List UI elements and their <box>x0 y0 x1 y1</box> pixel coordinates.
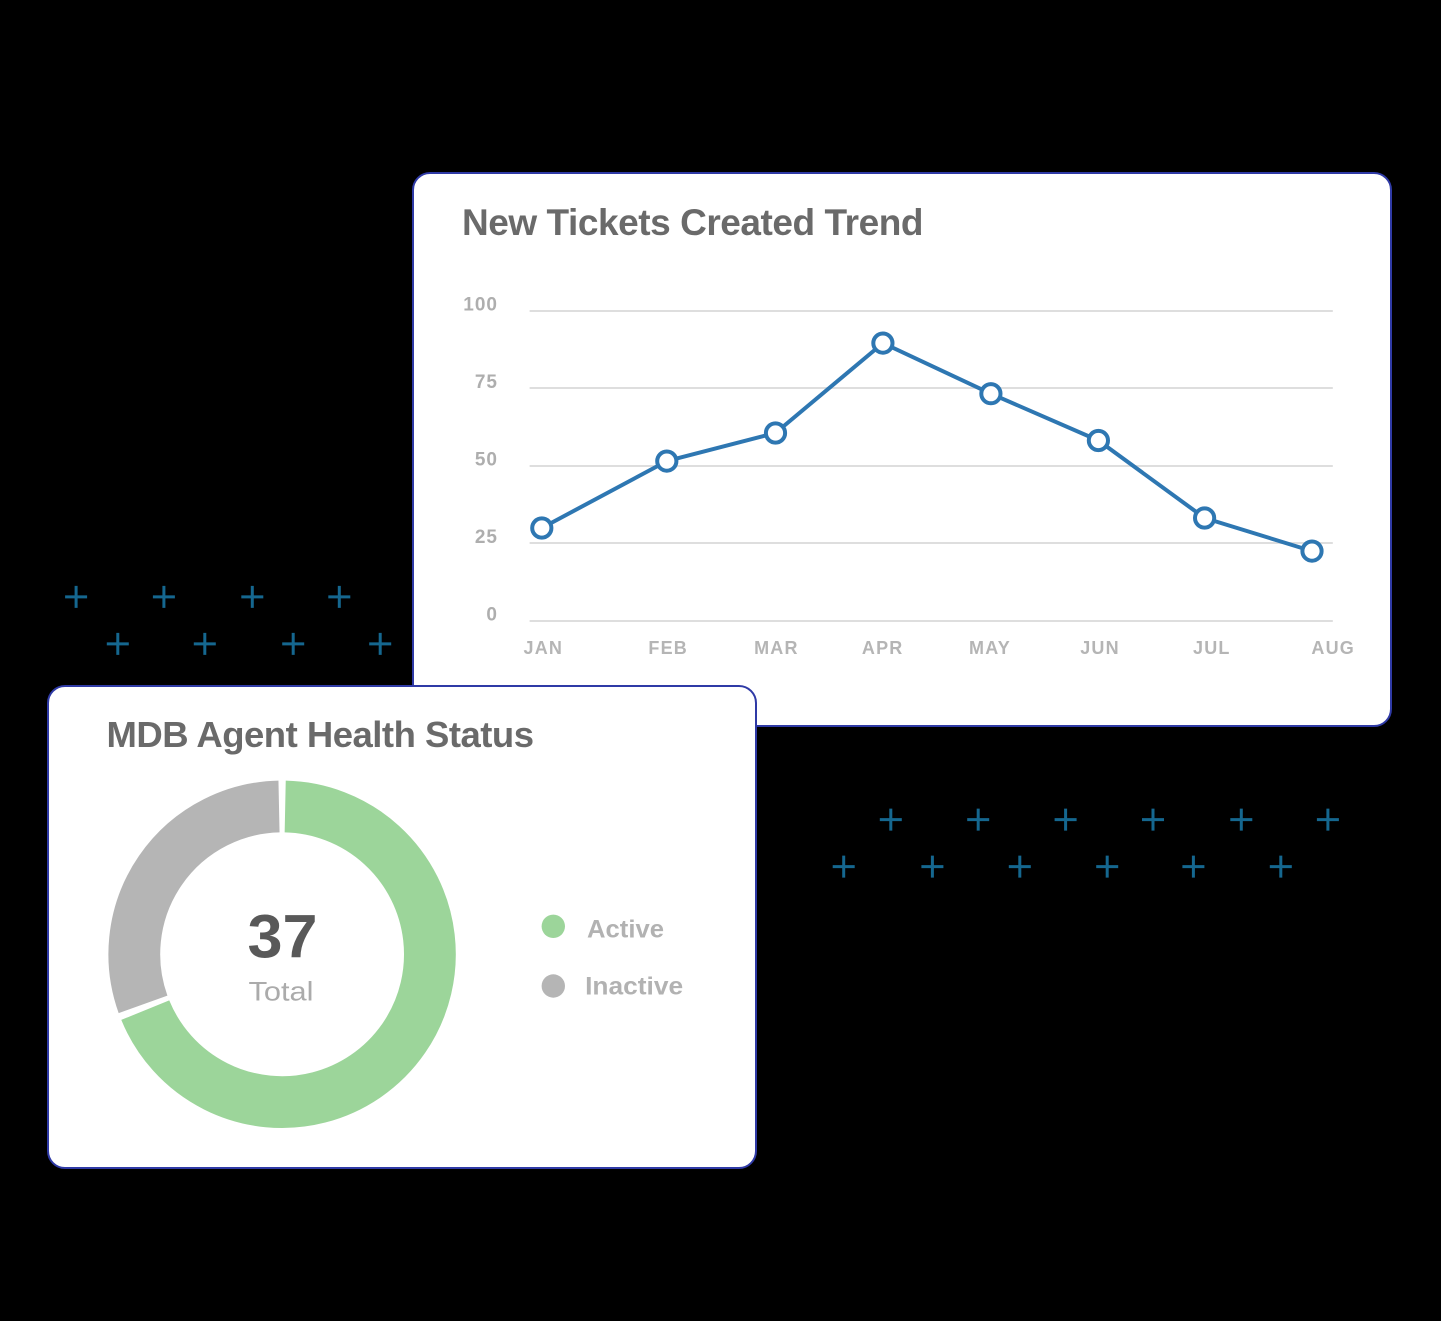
svg-text:New Tickets Created Trend: New Tickets Created Trend <box>462 201 923 242</box>
svg-text:50: 50 <box>474 449 497 470</box>
svg-text:Total: Total <box>248 976 313 1006</box>
svg-text:JAN: JAN <box>523 637 563 657</box>
svg-text:Inactive: Inactive <box>585 972 683 1000</box>
svg-text:MDB Agent Health Status: MDB Agent Health Status <box>106 713 533 754</box>
svg-text:JUN: JUN <box>1080 637 1120 657</box>
svg-text:JUL: JUL <box>1192 637 1230 657</box>
svg-text:100: 100 <box>463 294 498 315</box>
svg-text:75: 75 <box>474 371 497 392</box>
svg-text:25: 25 <box>474 527 497 548</box>
svg-text:0: 0 <box>486 604 498 625</box>
svg-text:FEB: FEB <box>648 637 688 657</box>
svg-text:APR: APR <box>861 637 903 657</box>
svg-text:AUG: AUG <box>1311 637 1355 657</box>
svg-text:MAY: MAY <box>969 637 1011 657</box>
svg-text:Active: Active <box>587 915 664 943</box>
svg-text:MAR: MAR <box>754 637 799 657</box>
svg-text:37: 37 <box>247 902 317 970</box>
